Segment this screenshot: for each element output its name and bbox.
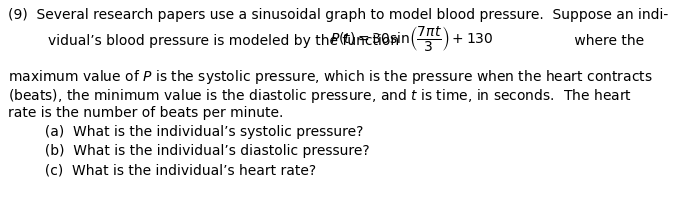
Text: rate is the number of beats per minute.: rate is the number of beats per minute.	[8, 106, 284, 120]
Text: (beats), the minimum value is the diastolic pressure, and $t$ is time, in second: (beats), the minimum value is the diasto…	[8, 87, 632, 105]
Text: (c)  What is the individual’s heart rate?: (c) What is the individual’s heart rate?	[36, 163, 316, 177]
Text: vidual’s blood pressure is modeled by the function: vidual’s blood pressure is modeled by th…	[48, 34, 403, 48]
Text: where the: where the	[570, 34, 644, 48]
Text: (b)  What is the individual’s diastolic pressure?: (b) What is the individual’s diastolic p…	[36, 144, 370, 158]
Text: (a)  What is the individual’s systolic pressure?: (a) What is the individual’s systolic pr…	[36, 125, 363, 139]
Text: (9)  Several research papers use a sinusoidal graph to model blood pressure.  Su: (9) Several research papers use a sinuso…	[8, 8, 668, 22]
Text: maximum value of $P$ is the systolic pressure, which is the pressure when the he: maximum value of $P$ is the systolic pre…	[8, 68, 653, 86]
Text: $P(t) = 30\sin\!\left(\dfrac{7\pi t}{3}\right) + 130$: $P(t) = 30\sin\!\left(\dfrac{7\pi t}{3}\…	[330, 24, 493, 53]
